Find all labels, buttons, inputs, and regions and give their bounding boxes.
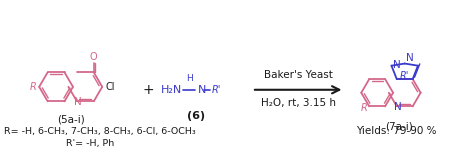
Text: R= -H, 6-CH₃, 7-CH₃, 8-CH₃, 6-Cl, 6-OCH₃: R= -H, 6-CH₃, 7-CH₃, 8-CH₃, 6-Cl, 6-OCH₃	[4, 126, 196, 135]
Text: N: N	[406, 53, 413, 63]
Text: N: N	[74, 97, 82, 107]
Text: N: N	[393, 60, 401, 70]
Text: H: H	[186, 74, 192, 83]
Text: Cl: Cl	[105, 82, 115, 92]
Text: N: N	[198, 85, 207, 95]
Text: R: R	[361, 103, 367, 113]
Text: (5a-i): (5a-i)	[57, 114, 84, 124]
Text: +: +	[143, 83, 155, 97]
Text: O: O	[90, 52, 98, 62]
Text: R': R'	[400, 71, 409, 81]
Text: H₂N: H₂N	[161, 85, 182, 95]
Text: (7a-i): (7a-i)	[385, 121, 413, 131]
Text: H₂O, rt, 3.15 h: H₂O, rt, 3.15 h	[261, 98, 336, 108]
Text: R'= -H, Ph: R'= -H, Ph	[66, 139, 114, 148]
Text: R: R	[29, 82, 36, 92]
Text: Baker's Yeast: Baker's Yeast	[264, 70, 333, 80]
Text: (6): (6)	[187, 111, 205, 121]
Text: R': R'	[212, 85, 221, 95]
Text: Yields: 79-90 %: Yields: 79-90 %	[356, 126, 437, 136]
Text: N: N	[394, 102, 401, 112]
